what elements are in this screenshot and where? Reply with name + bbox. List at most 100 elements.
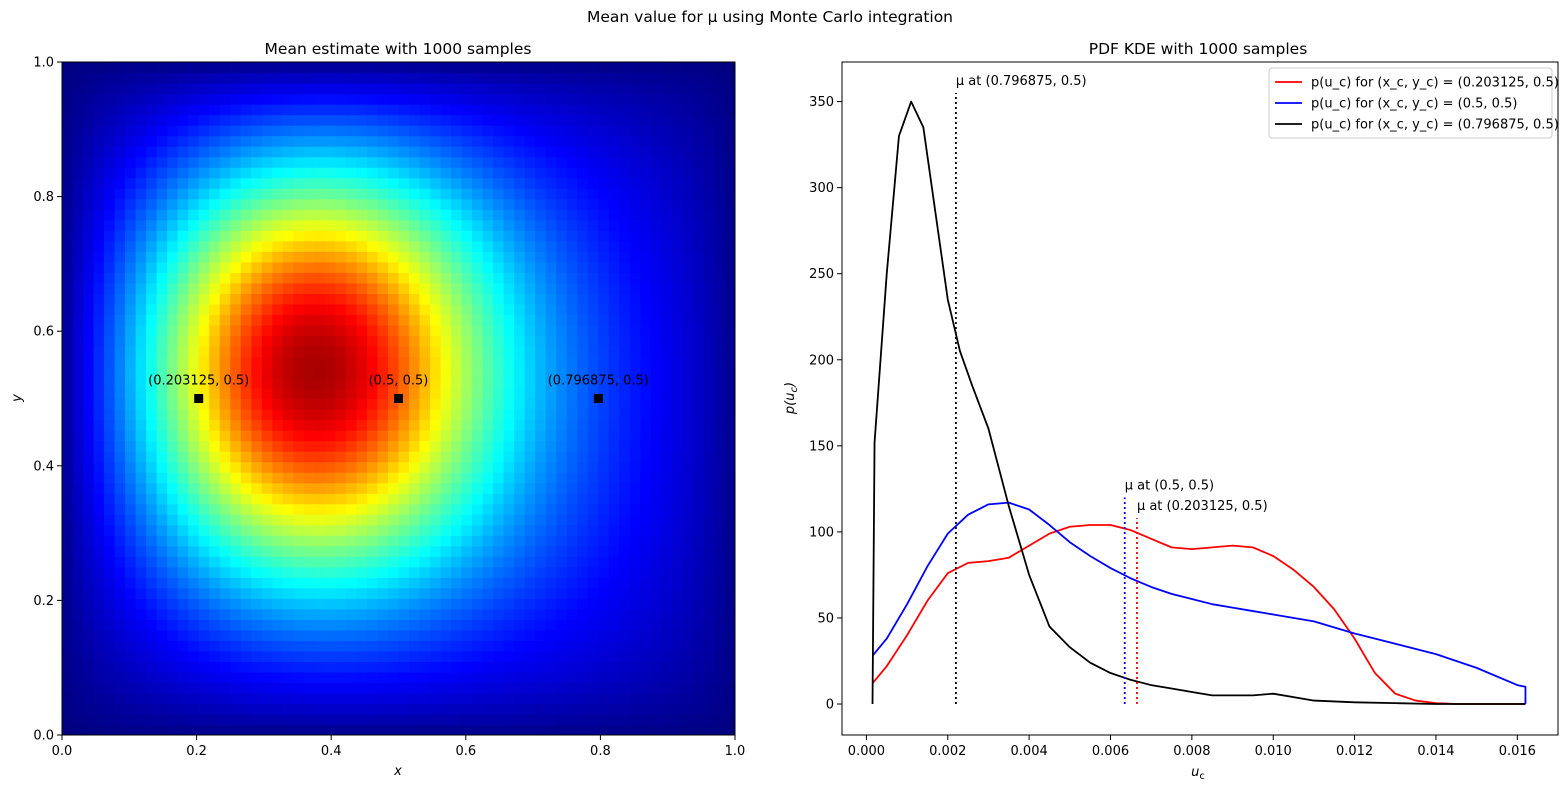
heatmap-cell [545, 556, 557, 568]
heatmap-cell [493, 409, 505, 421]
heatmap-cell [62, 93, 74, 105]
heatmap-cell [661, 345, 673, 358]
heatmap-cell [261, 608, 273, 620]
heatmap-cell [661, 514, 673, 526]
heatmap-cell [545, 209, 557, 221]
heatmap-cell [629, 240, 641, 252]
heatmap-cell [314, 177, 326, 189]
heatmap-cell [608, 272, 620, 284]
heatmap-cell [661, 282, 673, 294]
heatmap-x-tick-label: 0.6 [455, 744, 476, 759]
heatmap-cell [661, 324, 673, 337]
heatmap-cell [493, 398, 505, 410]
heatmap-cell [62, 366, 74, 379]
heatmap-cell [198, 461, 210, 473]
heatmap-cell [209, 619, 221, 631]
heatmap-cell [335, 587, 347, 599]
heatmap-cell [598, 240, 610, 252]
heatmap-cell [398, 356, 410, 368]
heatmap-cell [692, 72, 705, 84]
heatmap-cell [83, 62, 95, 74]
heatmap-cell [535, 587, 547, 599]
heatmap-cell [640, 366, 652, 379]
heatmap-cell [209, 430, 221, 442]
heatmap-cell [430, 167, 442, 179]
heatmap-cell [461, 671, 473, 684]
heatmap-cell [556, 482, 568, 494]
heatmap-cell [272, 293, 284, 305]
heatmap-cell [324, 587, 337, 599]
heatmap-cell [314, 661, 326, 673]
heatmap-cell [293, 366, 305, 379]
heatmap-cell [72, 545, 84, 557]
kde-legend-label-2: p(u_c) for (x_c, y_c) = (0.796875, 0.5) [1311, 118, 1559, 133]
heatmap-cell [146, 577, 158, 589]
heatmap-cell [692, 314, 705, 326]
heatmap-cell [577, 282, 589, 294]
heatmap-cell [556, 261, 568, 273]
heatmap-cell [535, 356, 547, 368]
heatmap-cell [104, 398, 116, 410]
heatmap-cell [125, 303, 137, 315]
heatmap-cell [282, 282, 294, 294]
heatmap-cell [703, 587, 715, 599]
heatmap-cell [440, 577, 452, 589]
heatmap-cell [409, 608, 421, 620]
heatmap-cell [146, 356, 158, 368]
heatmap-cell [608, 482, 620, 494]
heatmap-cell [650, 387, 662, 400]
heatmap-cell [713, 366, 726, 379]
heatmap-cell [692, 713, 705, 726]
heatmap-cell [482, 545, 494, 557]
heatmap-cell [377, 261, 389, 273]
heatmap-cell [682, 409, 694, 421]
heatmap-cell [146, 251, 158, 263]
heatmap-cell [430, 671, 442, 684]
heatmap-cell [146, 62, 158, 74]
heatmap-cell [398, 430, 410, 442]
heatmap-cell [514, 535, 526, 547]
heatmap-cell [535, 661, 547, 673]
heatmap-cell [587, 524, 599, 536]
heatmap-cell [566, 472, 578, 484]
heatmap-cell [324, 703, 337, 715]
heatmap-cell [535, 566, 547, 578]
heatmap-cell [619, 440, 631, 452]
heatmap-cell [72, 198, 84, 210]
heatmap-cell [314, 219, 326, 231]
heatmap-cell [598, 556, 610, 568]
heatmap-cell [177, 545, 189, 557]
heatmap-cell [146, 409, 158, 421]
heatmap-cell [251, 387, 263, 400]
heatmap-cell [524, 430, 536, 442]
heatmap-cell [566, 461, 578, 473]
heatmap-cell [430, 713, 442, 726]
heatmap-cell [324, 167, 337, 179]
heatmap-cell [104, 114, 116, 126]
heatmap-cell [566, 177, 578, 189]
heatmap-cell [104, 671, 116, 684]
heatmap-cell [356, 671, 368, 684]
heatmap-cell [661, 335, 673, 347]
heatmap-cell [209, 387, 221, 400]
heatmap-cell [282, 188, 294, 200]
heatmap-cell [493, 430, 505, 442]
heatmap-cell [177, 619, 189, 631]
heatmap-cell [608, 156, 620, 168]
heatmap-cell [713, 419, 726, 431]
heatmap-cell [524, 156, 536, 168]
heatmap-cell [598, 282, 610, 294]
heatmap-cell [430, 451, 442, 463]
heatmap-cell [545, 93, 557, 105]
heatmap-cell [587, 461, 599, 473]
heatmap-cell [682, 640, 694, 652]
heatmap-cell [377, 324, 389, 337]
heatmap-cell [461, 156, 473, 168]
heatmap-cell [692, 514, 705, 526]
heatmap-cell [219, 419, 231, 431]
heatmap-cell [366, 430, 379, 442]
heatmap-cell [219, 556, 231, 568]
heatmap-cell [377, 661, 389, 673]
heatmap-cell [146, 524, 158, 536]
heatmap-cell [650, 535, 662, 547]
